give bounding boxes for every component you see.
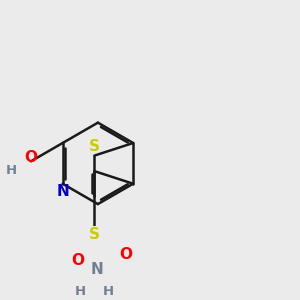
Text: H: H — [103, 286, 114, 298]
Text: H: H — [75, 286, 86, 298]
Text: N: N — [56, 184, 69, 199]
Text: O: O — [24, 150, 38, 165]
Text: H: H — [6, 164, 17, 177]
Text: O: O — [71, 253, 84, 268]
Text: S: S — [89, 227, 100, 242]
Text: O: O — [120, 247, 133, 262]
Text: S: S — [89, 139, 100, 154]
Text: N: N — [91, 262, 103, 277]
